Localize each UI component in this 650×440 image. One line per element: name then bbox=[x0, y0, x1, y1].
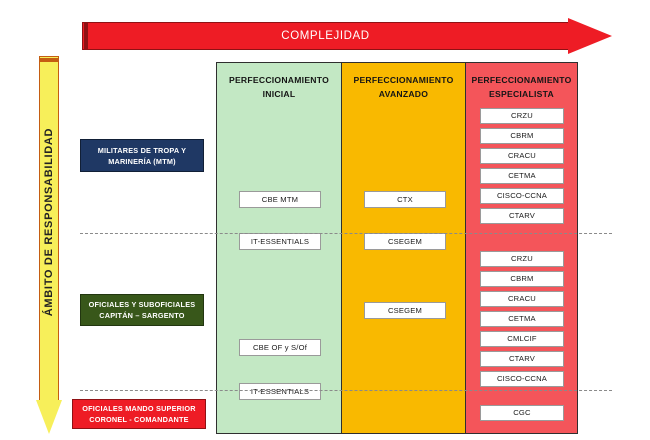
column-header-especialista-line1: PERFECCIONAMIENTO bbox=[471, 75, 572, 85]
course-chip[interactable]: IT-ESSENTIALS bbox=[239, 383, 321, 400]
course-chip[interactable]: CRACU bbox=[480, 148, 564, 164]
column-header-avanzado: PERFECCIONAMIENTO AVANZADO bbox=[346, 73, 461, 101]
column-header-avanzado-line1: PERFECCIONAMIENTO bbox=[353, 75, 454, 85]
column-perfeccionamiento-inicial: PERFECCIONAMIENTO INICIAL CBE MTM IT-ESS… bbox=[216, 62, 342, 434]
course-chip[interactable]: CSEGEM bbox=[364, 233, 446, 250]
role-label-tropa-marineria: MILITARES DE TROPA Y MARINERÍA (MTM) bbox=[80, 139, 204, 172]
role-label-oficiales-line1: OFICIALES Y SUBOFICIALES bbox=[88, 300, 196, 309]
role-label-mando-superior: OFICIALES MANDO SUPERIOR CORONEL - COMAN… bbox=[72, 399, 206, 429]
course-chip[interactable]: IT-ESSENTIALS bbox=[239, 233, 321, 250]
column-perfeccionamiento-especialista: PERFECCIONAMIENTO ESPECIALISTA CRZU CBRM… bbox=[465, 62, 578, 434]
role-label-tropa-line1: MILITARES DE TROPA Y bbox=[97, 145, 187, 155]
column-perfeccionamiento-avanzado: PERFECCIONAMIENTO AVANZADO CTX CSEGEM CS… bbox=[341, 62, 466, 434]
role-label-oficiales-suboficiales: OFICIALES Y SUBOFICIALES CAPITÁN – SARGE… bbox=[80, 294, 204, 326]
course-chip[interactable]: CRACU bbox=[480, 291, 564, 307]
complexity-arrow-shaft bbox=[82, 22, 569, 50]
column-header-especialista: PERFECCIONAMIENTO ESPECIALISTA bbox=[470, 73, 573, 101]
responsibility-arrow-label: ÁMBITO DE RESPONSABILIDAD bbox=[43, 127, 55, 317]
column-header-inicial-line2: INICIAL bbox=[262, 89, 296, 99]
responsibility-arrow: ÁMBITO DE RESPONSABILIDAD bbox=[35, 56, 63, 436]
course-chip[interactable]: CETMA bbox=[480, 311, 564, 327]
course-chip[interactable]: CTX bbox=[364, 191, 446, 208]
course-chip[interactable]: CBRM bbox=[480, 128, 564, 144]
course-chip[interactable]: CETMA bbox=[480, 168, 564, 184]
role-label-mando-line2: CORONEL - COMANDANTE bbox=[89, 415, 189, 424]
band-separator bbox=[80, 390, 612, 391]
band-separator bbox=[80, 233, 612, 234]
course-chip[interactable]: CBE OF y S/Of bbox=[239, 339, 321, 356]
course-chip[interactable]: CBE MTM bbox=[239, 191, 321, 208]
course-chip[interactable]: CISCO-CCNA bbox=[480, 371, 564, 387]
role-label-mando-line1: OFICIALES MANDO SUPERIOR bbox=[82, 404, 196, 413]
course-chip[interactable]: CGC bbox=[480, 405, 564, 421]
column-header-inicial: PERFECCIONAMIENTO INICIAL bbox=[221, 73, 337, 101]
course-chip[interactable]: CSEGEM bbox=[364, 302, 446, 319]
course-chip[interactable]: CRZU bbox=[480, 108, 564, 124]
complexity-arrow-label: COMPLEJIDAD bbox=[281, 30, 370, 42]
course-chip[interactable]: CMLCIF bbox=[480, 331, 564, 347]
course-chip[interactable]: CRZU bbox=[480, 251, 564, 267]
course-chip[interactable]: CTARV bbox=[480, 351, 564, 367]
role-label-oficiales-line2: CAPITÁN – SARGENTO bbox=[99, 311, 185, 320]
course-chip[interactable]: CTARV bbox=[480, 208, 564, 224]
role-label-tropa-line2: MARINERÍA (MTM) bbox=[108, 156, 176, 166]
course-chip[interactable]: CBRM bbox=[480, 271, 564, 287]
column-header-inicial-line1: PERFECCIONAMIENTO bbox=[228, 75, 330, 85]
column-header-avanzado-line2: AVANZADO bbox=[378, 89, 429, 99]
course-chip[interactable]: CISCO-CCNA bbox=[480, 188, 564, 204]
complexity-arrow: COMPLEJIDAD bbox=[82, 17, 613, 55]
responsibility-arrow-endcap bbox=[40, 58, 58, 62]
complexity-arrow-head-icon bbox=[568, 18, 612, 54]
column-header-especialista-line2: ESPECIALISTA bbox=[489, 89, 554, 99]
responsibility-arrow-head-icon bbox=[36, 400, 62, 434]
complexity-arrow-endcap bbox=[84, 23, 88, 49]
